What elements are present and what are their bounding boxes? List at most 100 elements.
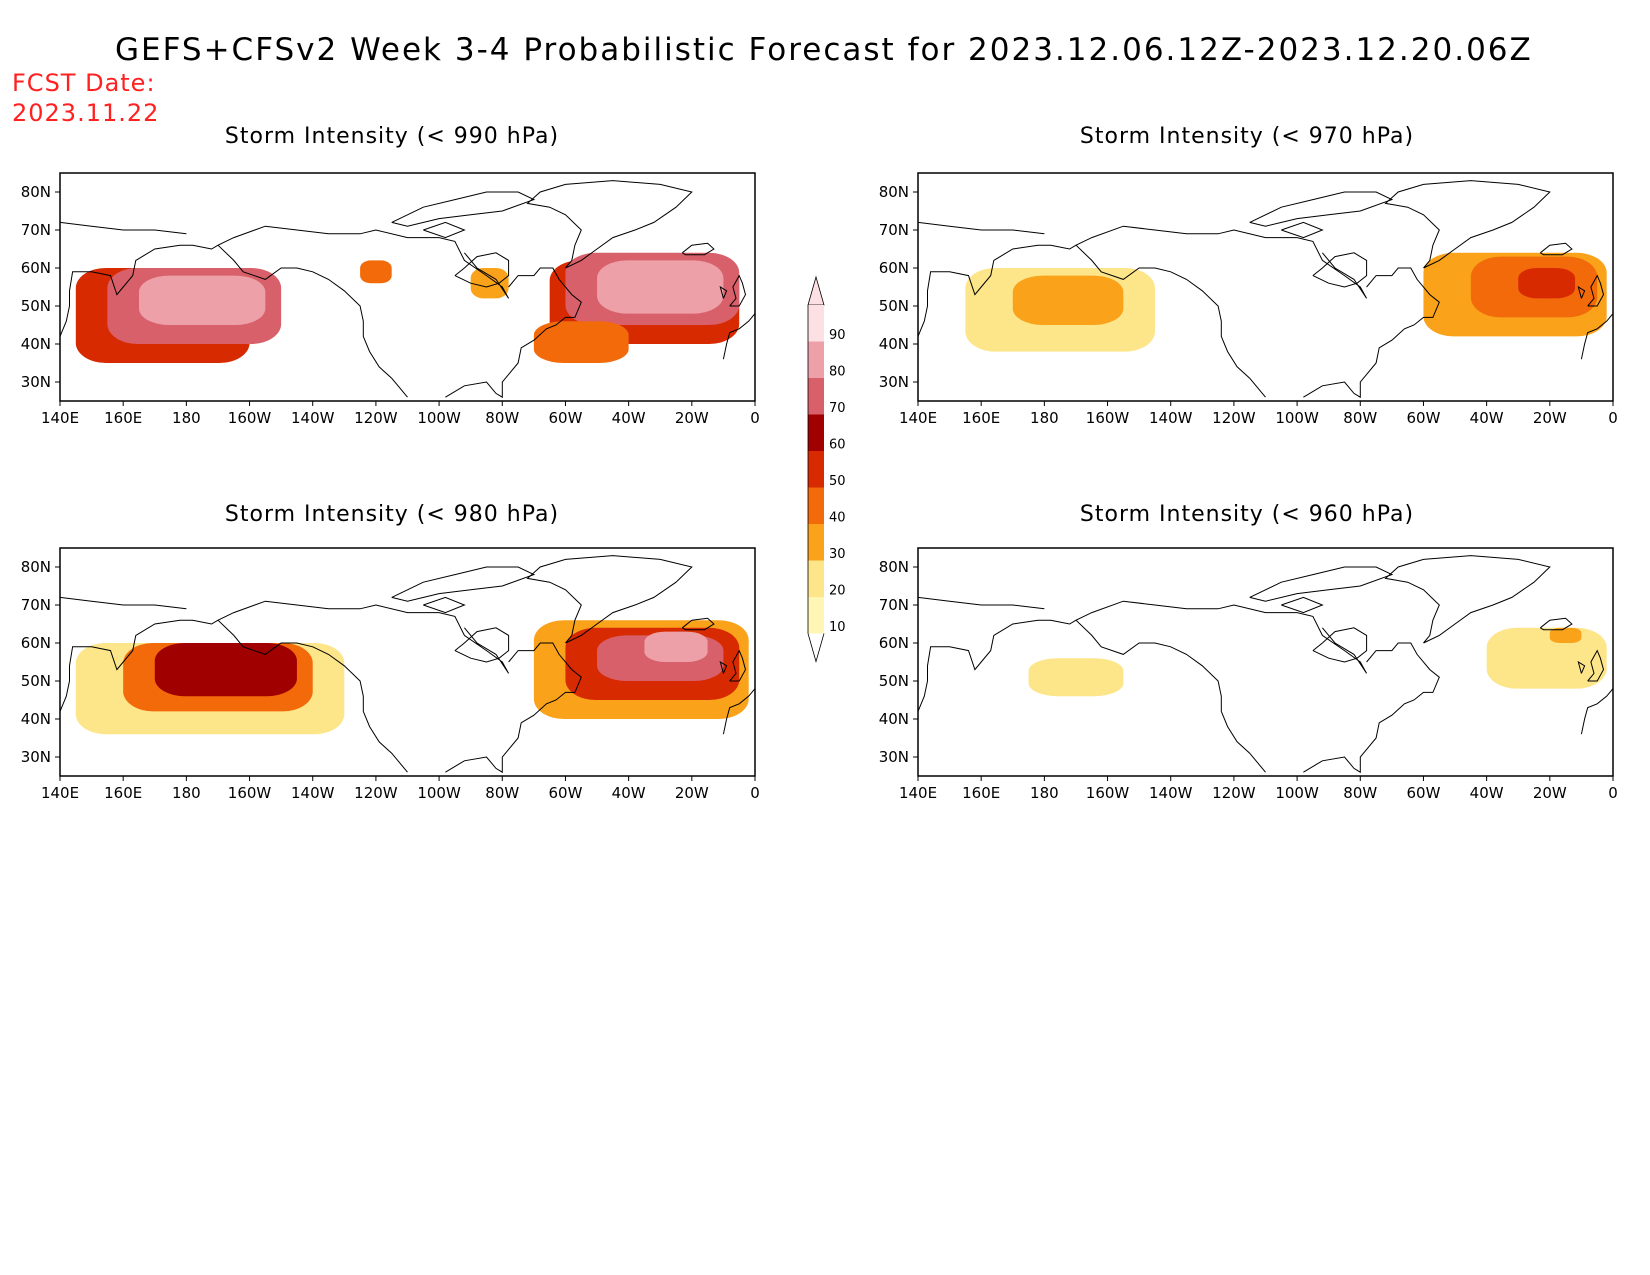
shaded-probability-layer [75,620,749,735]
coastline [454,252,510,288]
lat-tick-label: 60N [879,634,909,652]
lon-tick-label: 80W [1343,409,1377,427]
lat-tick-label: 80N [879,183,909,201]
lat-tick-label: 80N [21,183,51,201]
lat-tick-label: 40N [21,710,51,728]
lon-tick-label: 80W [485,784,519,802]
coastline [217,600,510,674]
probability-region [1518,268,1576,299]
coastline [729,649,747,682]
coastlines [918,555,1613,774]
colorbar-segment [808,341,824,378]
lon-tick-label: 40W [612,409,646,427]
colorbar-segment [808,524,824,561]
map-panel-980: 80N 70N 60N 50N 40N 30N 140E 160E 180 160W 140W 120… [21,547,760,802]
coastline [526,555,693,644]
lon-tick-label: 140E [899,409,937,427]
colorbar-segment [808,305,824,342]
lon-tick-label: 160E [104,409,142,427]
lon-tick-label: 100W [1275,409,1319,427]
map-frame [917,547,1614,777]
lon-tick-label: 160W [228,784,272,802]
lon-tick-label: 60W [1406,784,1440,802]
coastline [60,244,219,337]
forecast-date: FCST Date: 2023.11.22 [12,68,159,128]
coastline [1580,688,1613,735]
colorbar-segment [808,451,824,488]
coastline [1249,191,1394,227]
lat-tick-label: 50N [21,297,51,315]
probability-region [138,275,266,325]
coastline [1587,274,1605,307]
colorbar-label: 90 [829,328,846,343]
map-frame [917,172,1614,402]
lat-tick-label: 30N [879,748,909,766]
lon-tick-label: 120W [1212,409,1256,427]
map-frame [59,172,756,402]
lat-tick-label: 80N [21,558,51,576]
lon-tick-label: 180 [1030,409,1059,427]
figure-title: GEFS+CFSv2 Week 3-4 Probabilistic Foreca… [115,32,1533,68]
colorbar-label: 70 [829,401,846,416]
coastline [1577,660,1586,674]
coastline [391,566,536,602]
coastline [1312,252,1368,288]
probability-region [1549,627,1582,643]
lat-tick-label: 40N [879,710,909,728]
lat-tick-label: 70N [21,221,51,239]
coastline [1075,619,1266,773]
forecast-date-label: FCST Date: [12,69,156,97]
coastline [918,244,1077,337]
colorbar-segment [808,560,824,597]
coastline [1249,566,1394,602]
coastline [1580,313,1613,360]
probability-region [533,321,629,363]
lon-tick-label: 20W [1533,784,1567,802]
lon-tick-label: 180 [172,784,201,802]
colorbar-segment [808,378,824,415]
coastline [918,619,1077,712]
colorbar-label: 60 [829,437,846,452]
colorbar: 90 80 70 60 50 40 30 20 10 [807,275,846,663]
shaded-probability-layer [965,252,1607,352]
lon-tick-label: 60W [1406,409,1440,427]
lon-tick-label: 0 [1608,409,1618,427]
coastline [60,619,219,712]
coastline [719,285,728,299]
colorbar-segment [808,597,824,634]
lon-tick-label: 140W [1149,784,1193,802]
colorbar-segment [808,414,824,451]
colorbar-label: 10 [829,620,846,635]
coastline [1281,221,1324,239]
lat-tick-label: 70N [879,221,909,239]
lat-tick-label: 70N [21,596,51,614]
panel-title-980: Storm Intensity (< 980 hPa) [224,502,560,527]
lat-tick-label: 50N [879,297,909,315]
coastline [445,642,582,774]
coastline [445,267,582,399]
lon-tick-label: 120W [354,409,398,427]
colorbar-label: 30 [829,547,846,562]
lat-tick-label: 60N [21,634,51,652]
coastline [454,627,510,663]
lon-tick-label: 160W [1086,409,1130,427]
map-panel-960: 80N 70N 60N 50N 40N 30N 140E 160E 180 160W 140W 120… [879,547,1618,802]
lon-tick-label: 0 [1608,784,1618,802]
lon-tick-label: 60W [548,784,582,802]
map-frame [59,547,756,777]
lon-tick-label: 140E [41,409,79,427]
lat-tick-label: 80N [879,558,909,576]
colorbar-label: 50 [829,474,846,489]
coastline [423,221,466,239]
colorbar-label: 40 [829,510,846,525]
probability-region [597,260,724,314]
shaded-probability-layer [1028,627,1607,697]
coastline [1281,596,1324,614]
coastline [1539,617,1573,631]
lon-tick-label: 140W [1149,409,1193,427]
shaded-probability-layer [75,252,740,363]
lat-tick-label: 60N [21,259,51,277]
coastline [729,274,747,307]
probability-region [154,643,297,697]
coastline [1303,267,1440,399]
